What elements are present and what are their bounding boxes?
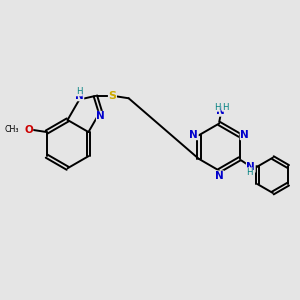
Text: S: S xyxy=(109,91,116,101)
Text: N: N xyxy=(240,130,249,140)
Text: N: N xyxy=(97,111,105,122)
Text: H: H xyxy=(214,103,220,112)
Text: N: N xyxy=(246,162,255,172)
Text: H: H xyxy=(222,103,229,112)
Text: N: N xyxy=(75,91,84,101)
Text: H: H xyxy=(246,168,253,177)
Text: CH₃: CH₃ xyxy=(5,125,20,134)
Text: N: N xyxy=(215,171,224,181)
Text: N: N xyxy=(216,106,225,116)
Text: N: N xyxy=(189,130,198,140)
Text: H: H xyxy=(76,87,83,96)
Text: O: O xyxy=(24,125,33,135)
